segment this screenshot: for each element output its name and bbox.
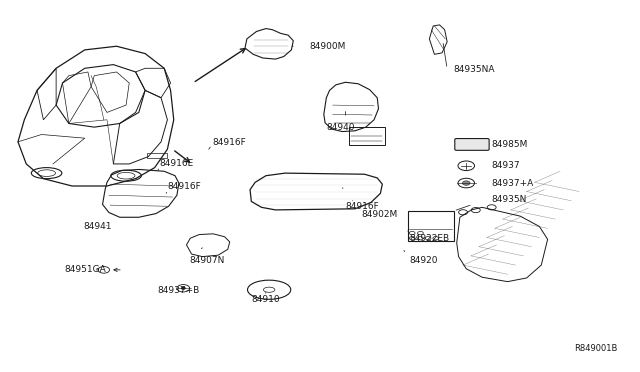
Text: 84922EB: 84922EB [409,234,449,243]
Text: 84902M: 84902M [362,210,397,219]
Text: 84916F: 84916F [212,138,246,147]
Text: 84916E: 84916E [160,160,194,169]
Bar [147,153,168,158]
Text: 84940: 84940 [326,123,355,132]
Text: 84907N: 84907N [189,256,225,265]
Text: 84985M: 84985M [492,140,528,149]
Text: 84935N: 84935N [492,195,527,205]
Circle shape [180,287,186,290]
Text: 84916F: 84916F [346,202,379,211]
Bar [408,211,454,241]
Text: 84910: 84910 [252,295,280,304]
Text: 84941: 84941 [83,222,112,231]
Text: 84920: 84920 [409,256,438,265]
Text: 84916F: 84916F [168,182,201,191]
Text: 84935NA: 84935NA [454,64,495,74]
Bar [349,127,385,145]
Text: 84937+B: 84937+B [158,286,200,295]
Text: 84951GA: 84951GA [65,265,106,275]
Text: R849001B: R849001B [574,344,618,353]
Text: 84900M: 84900M [309,42,346,51]
Text: 84937: 84937 [492,161,520,170]
Text: 84937+A: 84937+A [492,179,534,187]
Circle shape [463,181,470,185]
FancyBboxPatch shape [455,138,489,150]
